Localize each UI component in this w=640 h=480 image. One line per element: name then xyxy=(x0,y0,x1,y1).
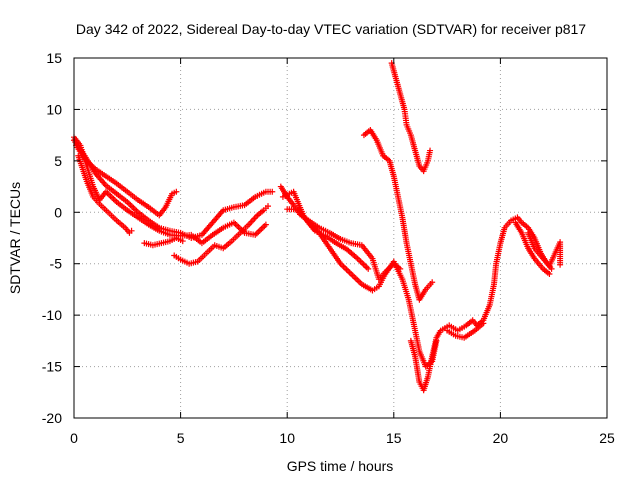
data-point xyxy=(262,221,269,228)
series-track-2 xyxy=(71,137,276,241)
series-track-5 xyxy=(141,235,186,249)
x-tick-label: 0 xyxy=(70,430,78,446)
series-track-13 xyxy=(444,320,487,341)
series-track-11 xyxy=(360,127,436,303)
data-point xyxy=(548,265,555,272)
y-axis-title: SDTVAR / TECUs xyxy=(7,182,23,294)
series-track-9 xyxy=(279,188,372,272)
y-tick-label: 10 xyxy=(46,101,62,117)
y-tick-label: 5 xyxy=(54,153,62,169)
data-point xyxy=(265,203,272,210)
y-tick-label: -15 xyxy=(42,359,62,375)
x-tick-label: 5 xyxy=(177,430,185,446)
series-track-8 xyxy=(284,206,440,370)
y-tick-label: -5 xyxy=(50,256,63,272)
data-point xyxy=(269,188,276,195)
y-tick-label: -10 xyxy=(42,307,62,323)
x-tick-label: 10 xyxy=(279,430,295,446)
data-point xyxy=(128,227,135,234)
series-track-3 xyxy=(73,142,180,219)
plot-frame xyxy=(73,57,608,419)
series-track-6 xyxy=(171,203,272,267)
series-track-10 xyxy=(388,60,434,175)
x-tick-label: 25 xyxy=(599,430,615,446)
data-point xyxy=(179,238,186,245)
x-tick-label: 15 xyxy=(386,430,402,446)
y-tick-label: -20 xyxy=(42,410,62,426)
data-point xyxy=(546,271,553,277)
y-tick-label: 15 xyxy=(46,50,62,66)
data-point xyxy=(480,320,487,327)
data-point xyxy=(427,147,434,154)
chart-title: Day 342 of 2022, Sidereal Day-to-day VTE… xyxy=(76,21,586,37)
series-track-14 xyxy=(512,219,553,277)
data-point xyxy=(365,265,372,272)
x-axis-title: GPS time / hours xyxy=(287,458,394,474)
data-point xyxy=(429,279,436,286)
y-tick-label: 0 xyxy=(54,204,62,220)
series-track-15 xyxy=(525,229,564,269)
axis-ticks: 0 5 10 15 20 25 -20 -15 -10 -5 0 5 10 15 xyxy=(42,50,615,446)
x-tick-label: 20 xyxy=(493,430,509,446)
data-point xyxy=(173,188,180,195)
data-point xyxy=(557,261,564,268)
series-track-4 xyxy=(75,152,135,236)
data-points xyxy=(71,60,564,394)
